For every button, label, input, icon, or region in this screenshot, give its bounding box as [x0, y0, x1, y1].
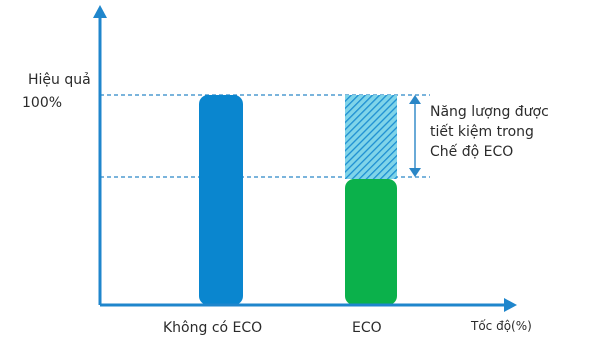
- y-axis-label: Hiệu quả: [28, 72, 91, 88]
- energy-saved-hatch: [345, 95, 397, 179]
- category-label-without-eco: Không có ECO: [163, 320, 263, 336]
- level-100-label: 100%: [22, 95, 63, 111]
- savings-label-line-1: Năng lượng được: [430, 104, 549, 120]
- arrowhead-up: [409, 95, 421, 104]
- savings-label-line-2: tiết kiệm trong: [430, 124, 534, 140]
- arrowhead-down: [409, 168, 421, 177]
- savings-label-line-3: Chế độ ECO: [430, 144, 514, 160]
- x-axis-arrowhead: [504, 298, 517, 312]
- category-label-eco: ECO: [352, 320, 382, 336]
- bar-eco: [345, 179, 397, 305]
- x-axis-label: Tốc độ(%): [471, 319, 532, 333]
- bar-without-eco: [199, 95, 243, 305]
- y-axis-arrowhead: [93, 5, 107, 18]
